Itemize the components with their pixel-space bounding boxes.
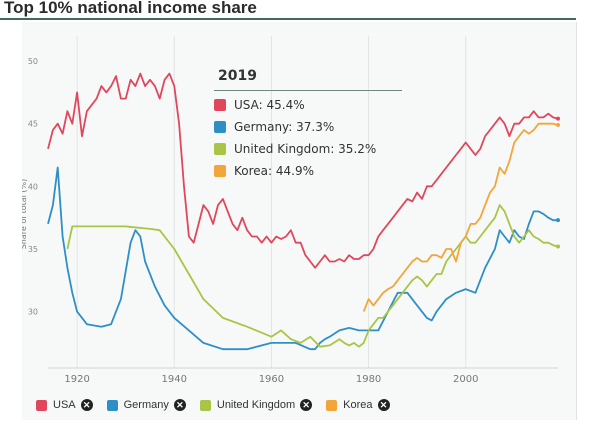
y-tick-label-30: 30 <box>28 308 38 317</box>
x-tick-label-1980: 1980 <box>356 374 381 385</box>
tooltip-text-korea: Korea: 44.9% <box>234 164 314 178</box>
series-endpoint-germany <box>556 218 560 223</box>
y-tick-label-35: 35 <box>28 245 38 254</box>
tooltip-text-usa: USA: 45.4% <box>234 98 305 112</box>
legend-label-korea: Korea <box>343 399 373 411</box>
legend-item-united-kingdom[interactable]: United Kingdom ✕ <box>199 399 313 411</box>
y-tick-label-40: 40 <box>28 182 38 191</box>
x-tick-label-1940: 1940 <box>162 374 187 385</box>
line-chart: 1920 1940 1960 1980 2000 30 35 40 45 50 Share of t… <box>22 36 560 385</box>
tooltip-text-germany: Germany: 37.3% <box>234 120 335 134</box>
legend-swatch-korea <box>326 399 338 411</box>
x-tick-label-1960: 1960 <box>259 374 284 385</box>
tooltip-swatch-korea <box>214 165 226 177</box>
tooltip-row-korea: Korea: 44.9% <box>214 164 314 178</box>
tooltip-row-usa: USA: 45.4% <box>214 98 305 112</box>
series-line-united-kingdom <box>66 204 559 348</box>
chart-area[interactable]: 1920 1940 1960 1980 2000 30 35 40 45 50 Share of t… <box>22 22 577 420</box>
legend-label-germany: Germany <box>123 399 169 411</box>
tooltip-row-germany: Germany: 37.3% <box>214 120 334 134</box>
legend-label-usa: USA <box>53 399 76 411</box>
series-line-usa <box>47 72 559 269</box>
legend-item-korea[interactable]: Korea ✕ <box>326 399 390 411</box>
title-divider <box>0 18 576 20</box>
page-title: Top 10% national income share <box>4 0 257 17</box>
y-axis-label: Share of total (%) <box>22 179 28 250</box>
tooltip-swatch-germany <box>214 121 226 133</box>
chart-legend: USA ✕ Germany ✕ United Kingdom ✕ Korea ✕ <box>36 396 404 414</box>
remove-series-united-kingdom-icon[interactable]: ✕ <box>300 399 313 411</box>
series-endpoint-usa <box>556 116 560 121</box>
series-endpoint-korea <box>556 122 560 127</box>
remove-series-korea-icon[interactable]: ✕ <box>377 399 390 411</box>
remove-series-germany-icon[interactable]: ✕ <box>173 399 186 411</box>
y-tick-label-45: 45 <box>28 120 38 129</box>
series-line-germany <box>47 166 558 351</box>
tooltip-divider <box>214 90 402 91</box>
tooltip-swatch-usa <box>214 99 226 111</box>
y-tick-label-50: 50 <box>28 57 38 66</box>
series-line-korea <box>362 122 559 312</box>
series-endpoint-united-kingdom <box>556 244 560 249</box>
legend-swatch-germany <box>106 399 118 411</box>
legend-label-united-kingdom: United Kingdom <box>216 399 296 411</box>
legend-swatch-usa <box>36 399 47 411</box>
legend-item-usa[interactable]: USA ✕ <box>36 399 93 411</box>
legend-item-germany[interactable]: Germany ✕ <box>106 399 186 411</box>
tooltip-text-united-kingdom: United Kingdom: 35.2% <box>234 142 377 156</box>
x-tick-label-1920: 1920 <box>64 374 89 385</box>
tooltip-year: 2019 <box>218 68 257 84</box>
remove-series-usa-icon[interactable]: ✕ <box>80 399 93 411</box>
hover-tooltip: 2019 USA: 45.4% Germany: 37.3% United Ki… <box>204 62 402 192</box>
x-tick-label-2000: 2000 <box>453 374 478 385</box>
tooltip-row-united-kingdom: United Kingdom: 35.2% <box>214 142 376 156</box>
tooltip-swatch-united-kingdom <box>214 143 226 155</box>
legend-swatch-united-kingdom <box>199 399 211 411</box>
